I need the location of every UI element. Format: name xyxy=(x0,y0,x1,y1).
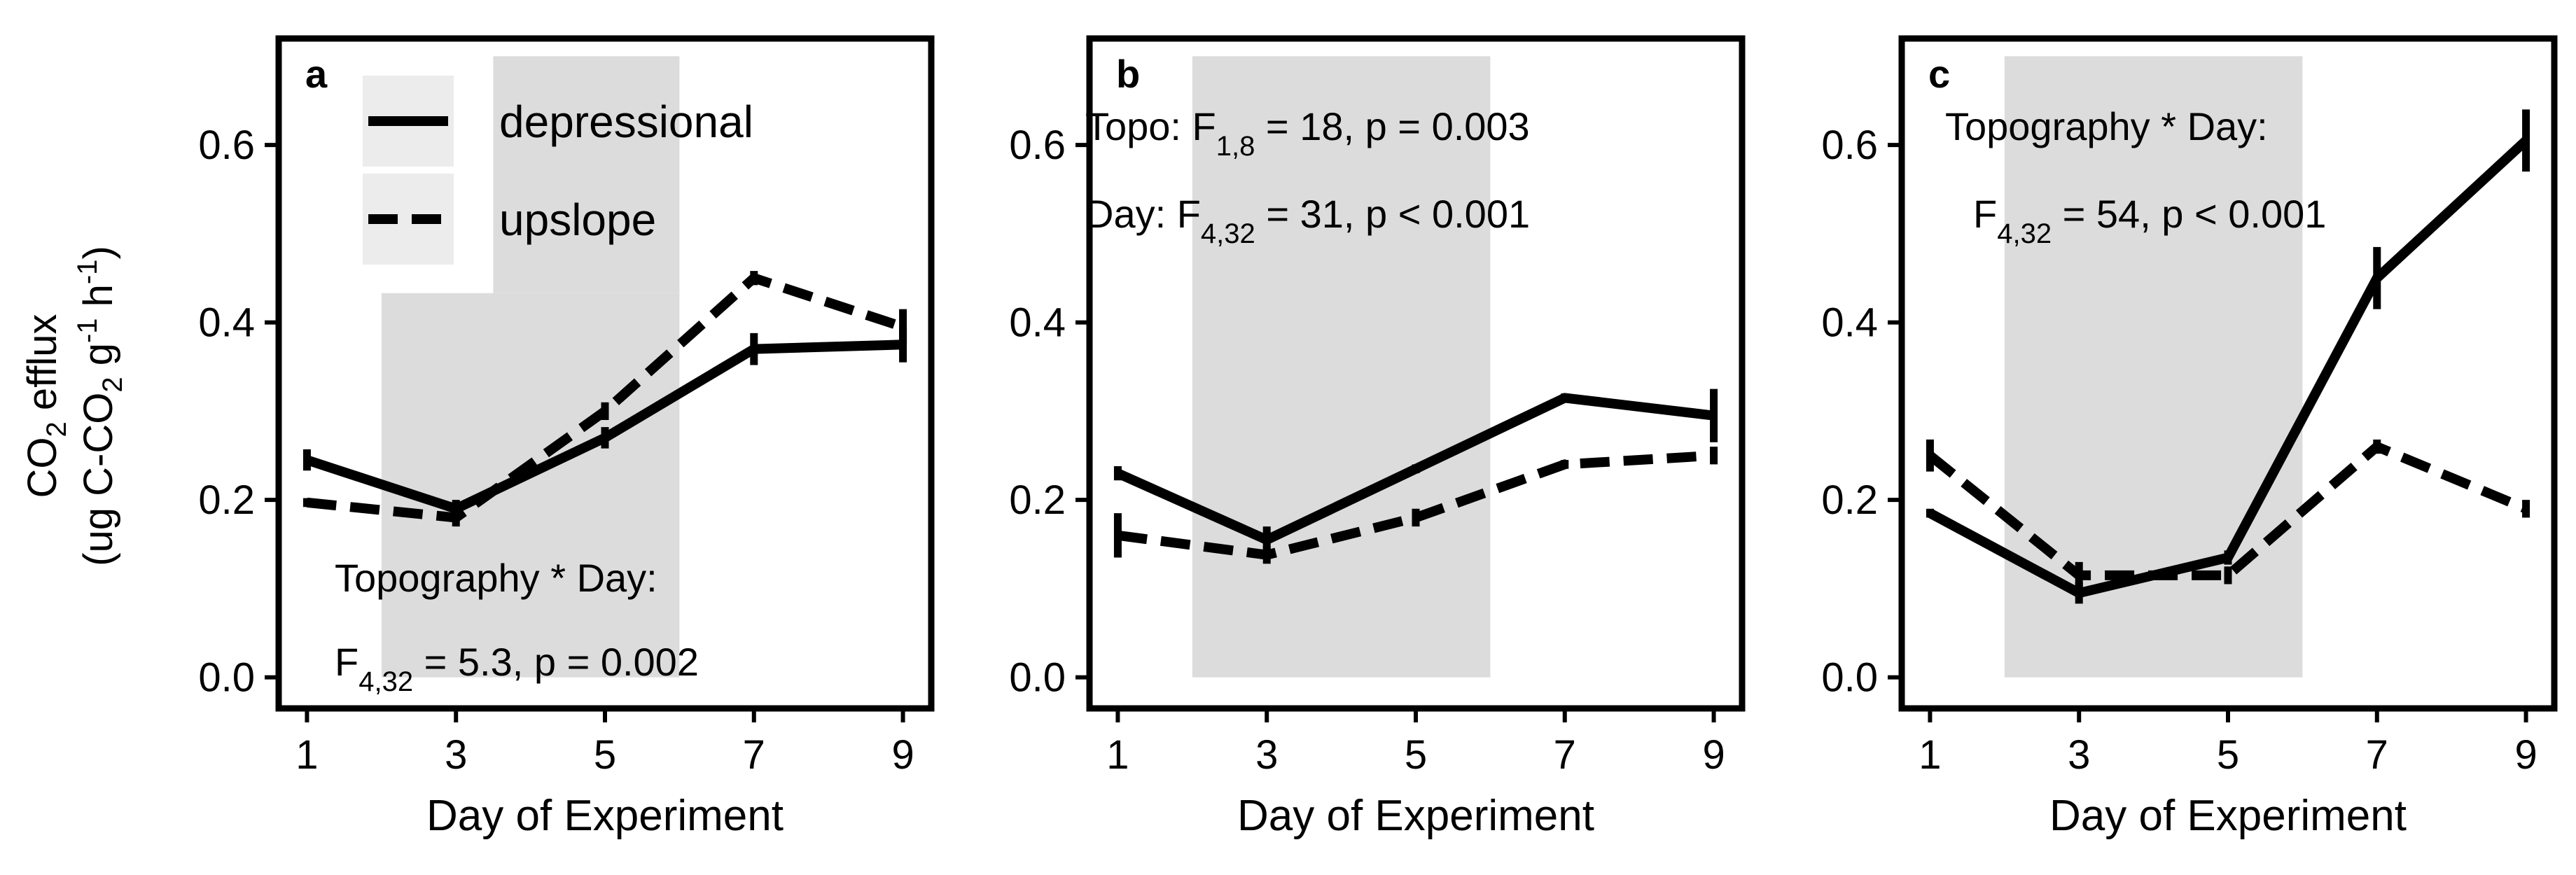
x-tick-label: 3 xyxy=(1255,732,1278,778)
plot-frame xyxy=(1086,35,1746,712)
x-tick-label: 9 xyxy=(891,732,914,778)
x-tick-label: 7 xyxy=(743,732,765,778)
x-tick-label: 3 xyxy=(445,732,467,778)
annotation-text: Topo: F1,8 = 18, p = 0.003 xyxy=(1085,104,1530,162)
y-axis-label-units: (ug C-CO2 g-1 h-1) xyxy=(72,246,128,566)
plot-frame xyxy=(1898,35,2558,712)
x-tick-label: 5 xyxy=(594,732,616,778)
y-tick-label: 0.6 xyxy=(198,122,255,168)
shaded-period xyxy=(1192,56,1491,678)
x-tick-label: 9 xyxy=(2514,732,2537,778)
annotation-text: Day: F4,32 = 31, p < 0.001 xyxy=(1085,192,1530,249)
legend-label: upslope xyxy=(499,195,656,245)
plot-frame xyxy=(275,35,935,712)
y-tick-label: 0.0 xyxy=(1009,655,1066,701)
x-tick-label: 7 xyxy=(2366,732,2388,778)
panel-letter: c xyxy=(1928,52,1950,96)
shaded-period xyxy=(381,293,680,678)
y-tick-label: 0.6 xyxy=(1821,122,1878,168)
x-tick-label: 1 xyxy=(1106,732,1129,778)
shaded-period-upper xyxy=(493,56,680,293)
panel-a: 0.0 0.2 0.4 0.6 1 3 5 7 9 Day of Experiment a Topog… xyxy=(198,35,935,840)
series-line-upslope xyxy=(1927,442,2528,580)
annotation-text: F4,32 = 5.3, p = 0.002 xyxy=(335,640,699,697)
x-axis-label: Day of Experiment xyxy=(1237,792,1594,840)
annotation-text: F4,32 = 54, p < 0.001 xyxy=(1973,192,2326,249)
x-tick-label: 5 xyxy=(1405,732,1427,778)
legend-label: depressional xyxy=(499,97,753,147)
panel-letter: b xyxy=(1116,52,1140,96)
series-line-upslope xyxy=(1117,450,1715,560)
y-tick-label: 0.4 xyxy=(198,300,255,346)
y-tick-label: 0.2 xyxy=(198,477,255,523)
y-tick-label: 0.4 xyxy=(1821,300,1878,346)
y-tick-label: 0.0 xyxy=(198,655,255,701)
x-tick-label: 7 xyxy=(1554,732,1576,778)
panel-c: 0.0 0.2 0.4 0.6 1 3 5 7 9 Day of Experiment c Topog… xyxy=(1821,35,2558,840)
x-axis-label: Day of Experiment xyxy=(426,792,784,840)
shaded-period xyxy=(2004,56,2303,678)
y-tick-label: 0.2 xyxy=(1821,477,1878,523)
y-axis-label: CO2 efflux xyxy=(20,314,72,498)
annotation-text: Topography * Day: xyxy=(1945,104,2268,148)
x-tick-label: 3 xyxy=(2068,732,2090,778)
x-tick-label: 1 xyxy=(295,732,318,778)
panel-letter: a xyxy=(305,52,328,96)
x-axis-label: Day of Experiment xyxy=(2049,792,2407,840)
y-tick-label: 0.2 xyxy=(1009,477,1066,523)
y-tick-label: 0.6 xyxy=(1009,122,1066,168)
y-tick-label: 0.0 xyxy=(1821,655,1878,701)
x-tick-label: 1 xyxy=(1919,732,1941,778)
y-tick-label: 0.4 xyxy=(1009,300,1066,346)
panel-b: 0.0 0.2 0.4 0.6 1 3 5 7 9 Day of Experiment b Topo:… xyxy=(1009,35,1746,840)
annotation-text: Topography * Day: xyxy=(335,556,657,600)
x-tick-label: 9 xyxy=(1702,732,1725,778)
x-tick-label: 5 xyxy=(2217,732,2239,778)
